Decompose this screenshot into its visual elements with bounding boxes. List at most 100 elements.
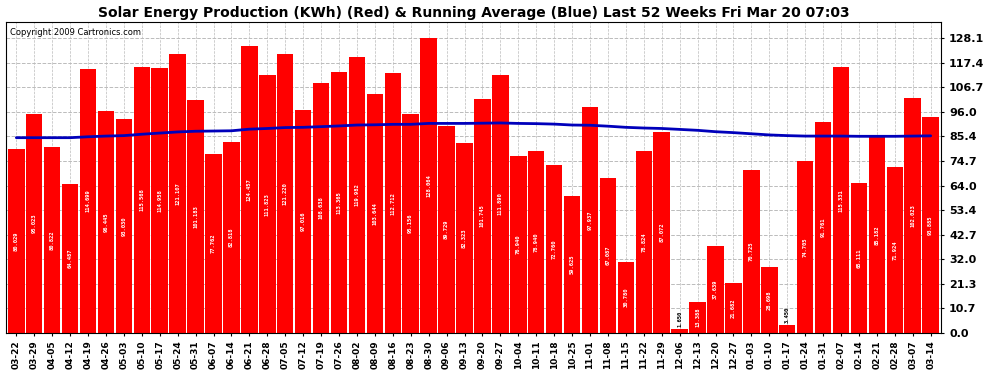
Text: 121.107: 121.107	[175, 182, 180, 205]
Text: 111.890: 111.890	[498, 193, 503, 216]
Text: 91.761: 91.761	[821, 217, 826, 237]
Text: 80.822: 80.822	[50, 230, 54, 250]
Bar	[366, 94, 383, 333]
Bar	[743, 170, 759, 333]
Bar	[887, 167, 903, 333]
Text: 101.745: 101.745	[480, 204, 485, 227]
Text: 95.156: 95.156	[408, 214, 413, 233]
Bar	[474, 99, 491, 333]
Text: 101.183: 101.183	[193, 205, 198, 228]
Bar	[689, 302, 706, 333]
Bar	[797, 161, 814, 333]
Bar	[421, 38, 437, 333]
Text: 103.644: 103.644	[372, 202, 377, 225]
Text: 77.762: 77.762	[211, 234, 216, 253]
Bar	[259, 75, 275, 333]
Bar	[582, 108, 598, 333]
Bar	[348, 57, 365, 333]
Bar	[833, 68, 849, 333]
Text: 64.487: 64.487	[67, 249, 72, 268]
Bar	[905, 98, 921, 333]
Text: 93.030: 93.030	[122, 216, 127, 236]
Text: 74.705: 74.705	[803, 237, 808, 256]
Bar	[707, 246, 724, 333]
Text: 115.331: 115.331	[839, 189, 843, 211]
Bar	[331, 72, 347, 333]
Text: 76.940: 76.940	[516, 235, 521, 254]
Text: 82.818: 82.818	[229, 228, 234, 248]
Text: 30.780: 30.780	[624, 288, 629, 307]
Bar	[600, 178, 616, 333]
Bar	[134, 67, 150, 333]
Text: 78.824: 78.824	[642, 232, 646, 252]
Bar	[242, 46, 257, 333]
Bar	[187, 100, 204, 333]
Text: 115.568: 115.568	[140, 189, 145, 211]
Bar	[61, 184, 78, 333]
Bar	[98, 111, 114, 333]
Text: 70.725: 70.725	[748, 242, 754, 261]
Text: 72.760: 72.760	[551, 239, 556, 259]
Bar	[116, 119, 132, 333]
Text: 78.940: 78.940	[534, 232, 539, 252]
Bar	[313, 83, 330, 333]
Bar	[8, 148, 25, 333]
Text: 124.457: 124.457	[247, 178, 251, 201]
Text: 113.365: 113.365	[337, 191, 342, 214]
Bar	[384, 74, 401, 333]
Text: 3.450: 3.450	[785, 306, 790, 322]
Text: 82.323: 82.323	[462, 228, 467, 248]
Bar	[295, 110, 312, 333]
Text: Copyright 2009 Cartronics.com: Copyright 2009 Cartronics.com	[10, 28, 142, 38]
Text: 1.650: 1.650	[677, 310, 682, 327]
Bar	[726, 283, 742, 333]
Bar	[923, 117, 939, 333]
Bar	[868, 137, 885, 333]
Text: 114.699: 114.699	[85, 189, 90, 212]
Text: 111.823: 111.823	[264, 193, 270, 216]
Text: 93.885: 93.885	[929, 215, 934, 235]
Bar	[779, 325, 796, 333]
Text: 37.639: 37.639	[713, 280, 718, 299]
Bar	[439, 126, 454, 333]
Bar	[205, 154, 222, 333]
Text: 71.924: 71.924	[892, 240, 897, 260]
Text: 13.388: 13.388	[695, 308, 700, 327]
Text: 97.937: 97.937	[587, 210, 593, 230]
Bar	[671, 329, 688, 333]
Bar	[761, 267, 777, 333]
Text: 128.064: 128.064	[426, 174, 432, 197]
Bar	[80, 69, 96, 333]
Bar	[44, 147, 60, 333]
Bar	[26, 114, 43, 333]
Title: Solar Energy Production (KWh) (Red) & Running Average (Blue) Last 52 Weeks Fri M: Solar Energy Production (KWh) (Red) & Ru…	[98, 6, 849, 20]
Bar	[492, 75, 509, 333]
Bar	[528, 151, 545, 333]
Text: 80.029: 80.029	[14, 231, 19, 251]
Bar	[545, 165, 562, 333]
Bar	[403, 114, 419, 333]
Bar	[850, 183, 867, 333]
Text: 102.023: 102.023	[910, 204, 915, 227]
Text: 114.958: 114.958	[157, 189, 162, 212]
Text: 28.698: 28.698	[767, 290, 772, 310]
Text: 119.982: 119.982	[354, 183, 359, 206]
Text: 59.625: 59.625	[569, 255, 574, 274]
Text: 85.182: 85.182	[874, 225, 879, 245]
Text: 96.445: 96.445	[104, 212, 109, 232]
Bar	[277, 54, 293, 333]
Bar	[636, 152, 652, 333]
Bar	[653, 132, 670, 333]
Bar	[510, 156, 527, 333]
Text: 67.087: 67.087	[606, 246, 611, 266]
Bar	[169, 54, 186, 333]
Text: 121.220: 121.220	[283, 182, 288, 205]
Text: 89.729: 89.729	[445, 220, 449, 239]
Text: 95.023: 95.023	[32, 214, 37, 233]
Bar	[618, 262, 635, 333]
Text: 21.682: 21.682	[731, 298, 736, 318]
Text: 108.638: 108.638	[319, 196, 324, 219]
Bar	[223, 142, 240, 333]
Bar	[151, 68, 168, 333]
Bar	[815, 122, 832, 333]
